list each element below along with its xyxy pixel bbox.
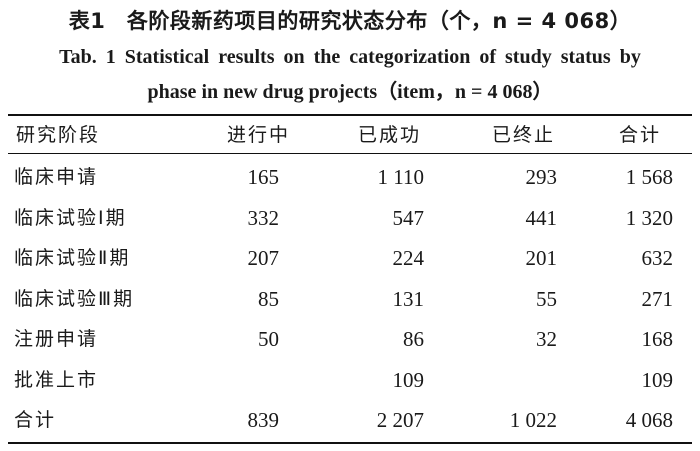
cell-phase: 临床试验Ⅲ期 [14, 287, 135, 310]
table-top-rule [8, 114, 692, 116]
table-header-rule [8, 153, 692, 154]
table-row: 合计 839 2 207 1 022 4 068 [0, 400, 700, 441]
cell-ongoing: 207 [247, 246, 280, 270]
cell-total: 632 [641, 246, 674, 270]
header-success: 已成功 [358, 124, 422, 146]
table-row: 临床试验Ⅲ期 85 131 55 271 [0, 279, 700, 320]
cell-terminated: 55 [536, 286, 557, 311]
table-title-english-line1: Tab. 1 Statistical results on the catego… [59, 46, 641, 68]
cell-phase: 临床试验Ⅰ期 [14, 206, 127, 229]
table-row: 注册申请 50 86 32 168 [0, 319, 700, 360]
table-header-row: 研究阶段 进行中 已成功 已终止 合计 [0, 118, 700, 152]
table-body: 临床申请 165 1 110 293 1 568 临床试验Ⅰ期 332 547 441 1 320… [0, 157, 700, 441]
cell-total: 4 068 [625, 408, 673, 432]
cell-total: 1 320 [625, 205, 673, 230]
header-ongoing: 进行中 [227, 124, 291, 146]
table-row: 批准上市 109 109 [0, 360, 700, 401]
header-terminated: 已终止 [492, 124, 556, 146]
cell-phase: 临床试验Ⅱ期 [14, 247, 131, 269]
table-bottom-rule [8, 442, 692, 444]
header-total: 合计 [619, 124, 662, 146]
cell-phase: 批准上市 [14, 368, 99, 391]
table-row: 临床试验Ⅱ期 207 224 201 632 [0, 238, 700, 279]
table-row: 临床试验Ⅰ期 332 547 441 1 320 [0, 198, 700, 239]
cell-terminated: 1 022 [509, 408, 557, 432]
cell-ongoing: 85 [258, 286, 279, 311]
cell-terminated: 441 [525, 205, 558, 230]
cell-success: 2 207 [376, 408, 424, 432]
table-title-english-line2: phase in new drug projects（item，n = 4 06… [147, 81, 553, 103]
cell-success: 131 [392, 286, 425, 311]
cell-total: 109 [641, 367, 674, 392]
table-row: 临床申请 165 1 110 293 1 568 [0, 157, 700, 198]
cell-ongoing: 839 [247, 408, 280, 432]
header-study-phase: 研究阶段 [16, 124, 101, 146]
cell-ongoing: 165 [247, 165, 280, 189]
cell-ongoing: 50 [258, 327, 279, 351]
cell-terminated: 293 [525, 165, 558, 189]
cell-total: 271 [641, 286, 674, 311]
cell-terminated: 32 [536, 327, 557, 351]
cell-phase: 合计 [14, 409, 57, 431]
table-title-chinese: 表1 各阶段新药项目的研究状态分布（个，n = 4 068） [68, 9, 632, 33]
cell-ongoing: 332 [247, 205, 280, 230]
cell-phase: 注册申请 [14, 328, 99, 350]
cell-terminated: 201 [525, 246, 558, 270]
cell-total: 1 568 [625, 165, 673, 189]
cell-success: 109 [392, 367, 425, 392]
cell-success: 547 [392, 205, 425, 230]
cell-success: 86 [403, 327, 424, 351]
cell-success: 1 110 [377, 165, 424, 189]
cell-total: 168 [641, 327, 674, 351]
cell-phase: 临床申请 [14, 166, 99, 188]
cell-success: 224 [392, 246, 425, 270]
